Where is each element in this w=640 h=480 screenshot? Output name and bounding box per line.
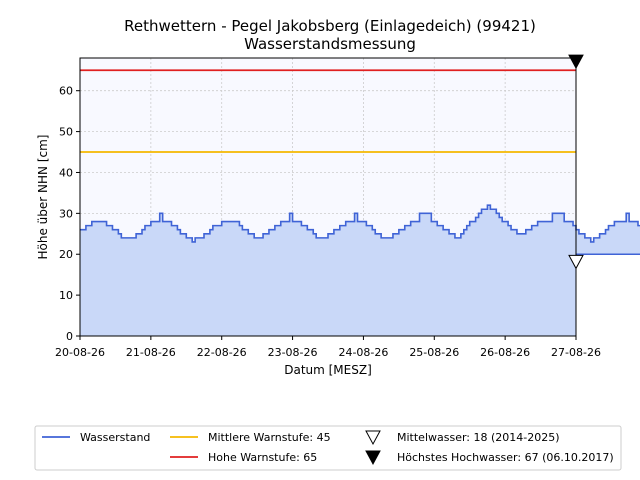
x-tick-label: 20-08-26: [55, 346, 105, 359]
x-axis-label: Datum [MESZ]: [284, 363, 372, 377]
series-line-wasserstand: [80, 204, 640, 256]
hochwasser-marker: [568, 54, 584, 70]
x-axis: 20-08-26 21-08-26 22-08-26 23-08-26 24-08-26…: [55, 336, 601, 359]
legend-entry: Hohe Warnstufe: 65: [208, 451, 317, 464]
chart-title: Rethwettern - Pegel Jakobsberg (Einlaged…: [124, 17, 536, 35]
y-axis-label: Höhe über NHN [cm]: [36, 135, 50, 260]
y-tick-label: 40: [59, 166, 73, 179]
legend-entry: Mittlere Warnstufe: 45: [208, 431, 331, 444]
legend-swatch: [365, 450, 381, 466]
y-axis: 0 10 20 30 40 50 60: [59, 85, 80, 343]
water-level-area: [80, 205, 640, 336]
legend: Wasserstand Mittlere Warnstufe: 45 Mittelw…: [34, 425, 622, 471]
x-tick-label: 25-08-26: [409, 346, 459, 359]
x-tick-label: 27-08-26: [551, 346, 601, 359]
x-tick-label: 24-08-26: [338, 346, 388, 359]
x-tick-label: 23-08-26: [268, 346, 318, 359]
legend-entry: Mittelwasser: 18 (2014-2025): [397, 431, 560, 444]
x-tick-label: 26-08-26: [480, 346, 530, 359]
y-tick-label: 10: [59, 289, 73, 302]
x-tick-label: 22-08-26: [197, 346, 247, 359]
mittelwasser-marker: [568, 254, 584, 270]
chart-subtitle: Wasserstandsmessung: [244, 35, 416, 53]
y-tick-label: 30: [59, 207, 73, 220]
y-tick-label: 0: [66, 330, 73, 343]
x-tick-label: 21-08-26: [126, 346, 176, 359]
legend-swatch: [365, 430, 381, 446]
markers: [568, 54, 584, 270]
y-tick-label: 50: [59, 126, 73, 139]
y-tick-label: 60: [59, 85, 73, 98]
legend-entry: Höchstes Hochwasser: 67 (06.10.2017): [397, 451, 614, 464]
legend-entry: Wasserstand: [80, 431, 150, 444]
y-tick-label: 20: [59, 248, 73, 261]
plot-frame: [79, 57, 577, 337]
